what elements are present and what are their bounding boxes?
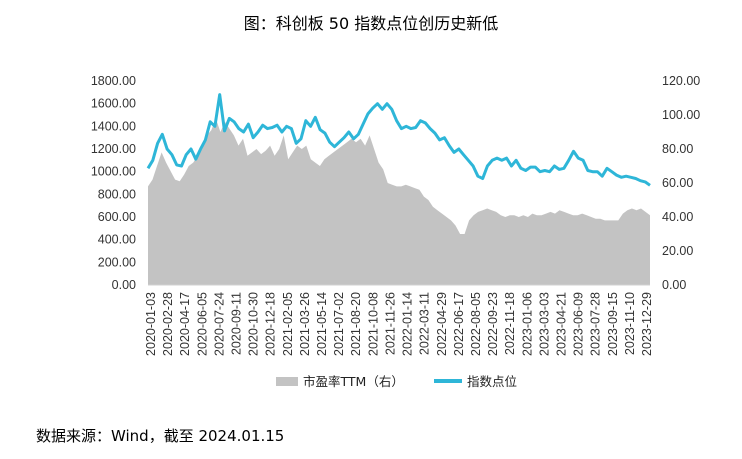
left-tick-label: 600.00 (98, 210, 136, 224)
legend-swatch-index (434, 379, 462, 383)
pe-ratio-area (148, 118, 650, 286)
left-tick-label: 1200.00 (91, 142, 136, 156)
x-tick-label: 2021-08-20 (349, 292, 363, 356)
legend-label-pe: 市盈率TTM（右） (303, 374, 404, 389)
left-tick-label: 1000.00 (91, 165, 136, 179)
x-tick-label: 2023-03-03 (537, 292, 551, 356)
x-tick-label: 2022-03-11 (418, 292, 432, 355)
left-tick-label: 0.00 (112, 278, 136, 292)
x-tick-label: 2020-07-24 (212, 292, 226, 356)
x-tick-label: 2022-01-14 (401, 292, 415, 356)
right-tick-label: 60.00 (662, 176, 693, 190)
right-axis: 0.00 20.00 40.00 60.00 80.00 100.00 120.00 (662, 74, 700, 292)
x-tick-label: 2021-02-05 (281, 292, 295, 356)
x-tick-label: 2021-07-02 (332, 292, 346, 356)
x-tick-label: 2023-04-21 (555, 292, 569, 356)
legend: 市盈率TTM（右） 指数点位 (276, 374, 517, 389)
right-tick-label: 40.00 (662, 210, 693, 224)
x-tick-label: 2023-06-09 (572, 292, 586, 356)
x-tick-label: 2022-08-05 (469, 292, 483, 356)
right-tick-label: 20.00 (662, 244, 693, 258)
x-tick-label: 2020-09-11 (230, 292, 244, 355)
plot-area (146, 93, 651, 286)
index-line (146, 93, 651, 187)
x-tick-label: 2021-05-14 (315, 292, 329, 356)
left-tick-label: 1600.00 (91, 97, 136, 111)
right-tick-label: 120.00 (662, 74, 700, 88)
x-tick-label: 2020-06-05 (195, 292, 209, 356)
x-tick-label: 2020-01-03 (144, 292, 158, 356)
legend-swatch-pe (276, 377, 298, 386)
left-tick-label: 800.00 (98, 187, 136, 201)
x-tick-label: 2021-03-26 (298, 292, 312, 356)
x-tick-label: 2021-10-08 (366, 292, 380, 356)
x-tick-label: 2023-12-29 (640, 292, 654, 356)
right-tick-label: 0.00 (662, 278, 686, 292)
x-tick-label: 2020-12-18 (264, 292, 278, 356)
left-tick-label: 1800.00 (91, 74, 136, 88)
x-tick-label: 2020-02-28 (161, 292, 175, 356)
x-tick-label: 2022-11-18 (503, 292, 517, 355)
x-tick-label: 2023-07-28 (589, 292, 603, 356)
x-tick-label: 2020-10-30 (247, 292, 261, 356)
x-tick-label: 2023-11-10 (623, 292, 637, 355)
right-tick-label: 80.00 (662, 142, 693, 156)
x-tick-label: 2021-11-26 (383, 292, 397, 355)
source-note: 数据来源：Wind，截至 2024.01.15 (36, 427, 285, 445)
x-tick-label: 2023-09-15 (606, 292, 620, 356)
left-axis: 0.00 200.00 400.00 600.00 800.00 1000.00 1200.… (91, 74, 136, 292)
legend-label-index: 指数点位 (467, 374, 517, 389)
chart-title: 图：科创板 50 指数点位创历史新低 (243, 14, 499, 33)
x-tick-label: 2022-09-23 (486, 292, 500, 356)
left-tick-label: 400.00 (98, 233, 136, 247)
x-tick-label: 2022-06-17 (452, 292, 466, 356)
x-tick-label: 2023-01-06 (520, 292, 534, 356)
x-tick-label: 2020-04-17 (178, 292, 192, 356)
x-axis: 2020-01-03 2020-02-28 2020-04-17 2020-06-05… (144, 284, 654, 356)
left-tick-label: 200.00 (98, 255, 136, 269)
left-tick-label: 1400.00 (91, 119, 136, 133)
x-tick-label: 2022-04-29 (435, 292, 449, 356)
right-tick-label: 100.00 (662, 108, 700, 122)
